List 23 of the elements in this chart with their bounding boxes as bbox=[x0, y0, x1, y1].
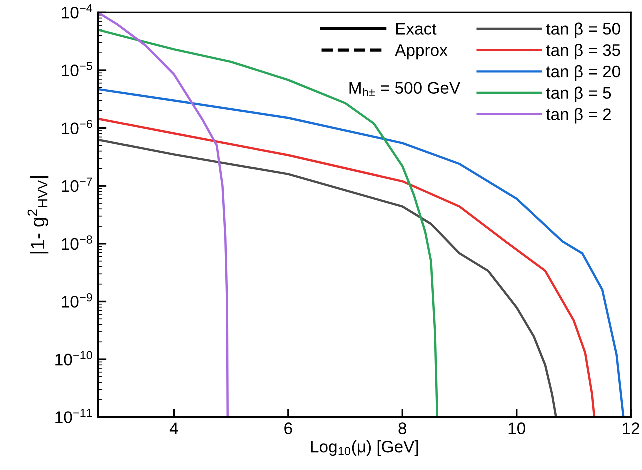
legend-label: tan β = 2 bbox=[546, 108, 611, 124]
legend-label: Exact bbox=[396, 23, 437, 35]
y-tick-label: 10$^{−8}$ bbox=[62, 236, 92, 250]
y-axis-title: |1- g$^{2}$$_{HVV}$| bbox=[28, 176, 49, 254]
y-tick-label: 10$^{−9}$ bbox=[62, 293, 92, 308]
legend-label: tan β = 5 bbox=[546, 86, 612, 102]
y-tick-label: 10$^{−11}$ bbox=[56, 409, 92, 424]
legend-label: Approx bbox=[395, 44, 448, 60]
annotation: M$_{h±}$ = 500 GeV bbox=[350, 82, 460, 96]
y-tick-label: 10$^{−7}$ bbox=[62, 178, 92, 192]
legend-label: tan β = 35 bbox=[546, 44, 620, 60]
legend-label: tan β = 50 bbox=[546, 22, 620, 38]
y-tick-label: 10$^{−4}$ bbox=[62, 4, 93, 19]
x-tick-label: 8 bbox=[398, 422, 407, 434]
x-tick-label: 12 bbox=[623, 422, 640, 434]
y-tick-label: 10$^{−6}$ bbox=[62, 120, 92, 134]
x-tick-label: 4 bbox=[170, 422, 178, 434]
x-axis-title: Log$_{10}$(μ) [GeV] bbox=[311, 440, 418, 456]
x-tick-label: 6 bbox=[284, 422, 292, 434]
x-tick-label: 10 bbox=[508, 422, 526, 434]
y-tick-label: 10$^{−5}$ bbox=[62, 62, 92, 77]
y-tick-label: 10$^{−10}$ bbox=[56, 351, 92, 366]
legend-label: tan β = 20 bbox=[546, 65, 620, 81]
